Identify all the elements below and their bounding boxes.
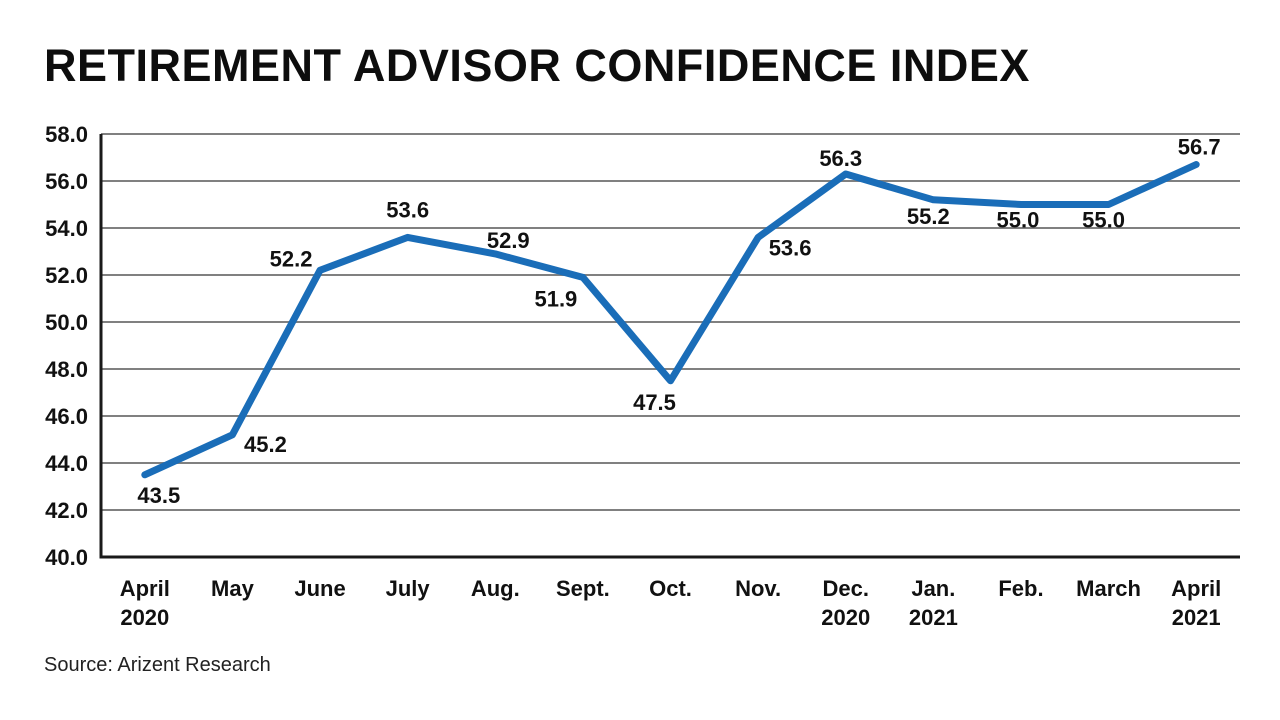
y-tick-label: 56.0 xyxy=(45,169,88,194)
y-tick-label: 54.0 xyxy=(45,216,88,241)
y-tick-label: 58.0 xyxy=(45,122,88,147)
x-tick-label: Aug. xyxy=(471,576,520,601)
x-tick-label: July xyxy=(386,576,431,601)
x-tick-label: March xyxy=(1076,576,1141,601)
point-value-label: 53.6 xyxy=(769,235,812,260)
confidence-index-series-line xyxy=(141,161,1200,479)
x-tick-year-label: 2020 xyxy=(120,605,169,630)
y-tick-label: 46.0 xyxy=(45,404,88,429)
x-axis-tick-labels: April 2020 May June July Aug. Sept. Oct. Nov. Dec… xyxy=(120,576,1222,630)
y-axis-tick-labels: 40.0 42.0 44.0 46.0 48.0 50.0 52.0 54.0 56.0 58.0 xyxy=(45,122,88,570)
point-value-label: 47.5 xyxy=(633,390,676,415)
chart-title: RETIREMENT ADVISOR CONFIDENCE INDEX xyxy=(44,40,1030,91)
point-value-label: 52.9 xyxy=(487,228,530,253)
point-value-label: 53.6 xyxy=(386,197,429,222)
point-value-label: 56.3 xyxy=(819,146,862,171)
x-tick-label: June xyxy=(294,576,345,601)
point-value-label: 56.7 xyxy=(1178,135,1221,160)
y-tick-label: 48.0 xyxy=(45,357,88,382)
y-tick-label: 52.0 xyxy=(45,263,88,288)
x-tick-label: Oct. xyxy=(649,576,692,601)
y-tick-label: 42.0 xyxy=(45,498,88,523)
x-tick-label: Feb. xyxy=(998,576,1043,601)
gridlines xyxy=(101,133,1240,559)
x-tick-label: Sept. xyxy=(556,576,610,601)
point-value-label: 45.2 xyxy=(244,432,287,457)
y-tick-label: 40.0 xyxy=(45,545,88,570)
x-tick-label: Jan. xyxy=(911,576,955,601)
y-tick-label: 44.0 xyxy=(45,451,88,476)
x-tick-label: Dec. xyxy=(822,576,868,601)
point-value-label: 51.9 xyxy=(534,286,577,311)
source-note: Source: Arizent Research xyxy=(44,654,271,676)
y-tick-label: 50.0 xyxy=(45,310,88,335)
point-value-label: 43.5 xyxy=(137,483,180,508)
point-value-label: 55.0 xyxy=(997,208,1040,233)
x-tick-label: Nov. xyxy=(735,576,781,601)
x-tick-year-label: 2021 xyxy=(909,605,958,630)
x-tick-year-label: 2020 xyxy=(821,605,870,630)
point-value-labels: 43.5 45.2 52.2 53.6 52.9 51.9 47.5 53.6 56.3 55.2… xyxy=(137,135,1220,508)
x-tick-year-label: 2021 xyxy=(1172,605,1221,630)
x-tick-label: April xyxy=(1171,576,1221,601)
point-value-label: 55.2 xyxy=(907,204,950,229)
point-value-label: 55.0 xyxy=(1082,208,1125,233)
point-value-label: 52.2 xyxy=(270,246,313,271)
x-tick-label: May xyxy=(211,576,255,601)
x-tick-label: April xyxy=(120,576,170,601)
